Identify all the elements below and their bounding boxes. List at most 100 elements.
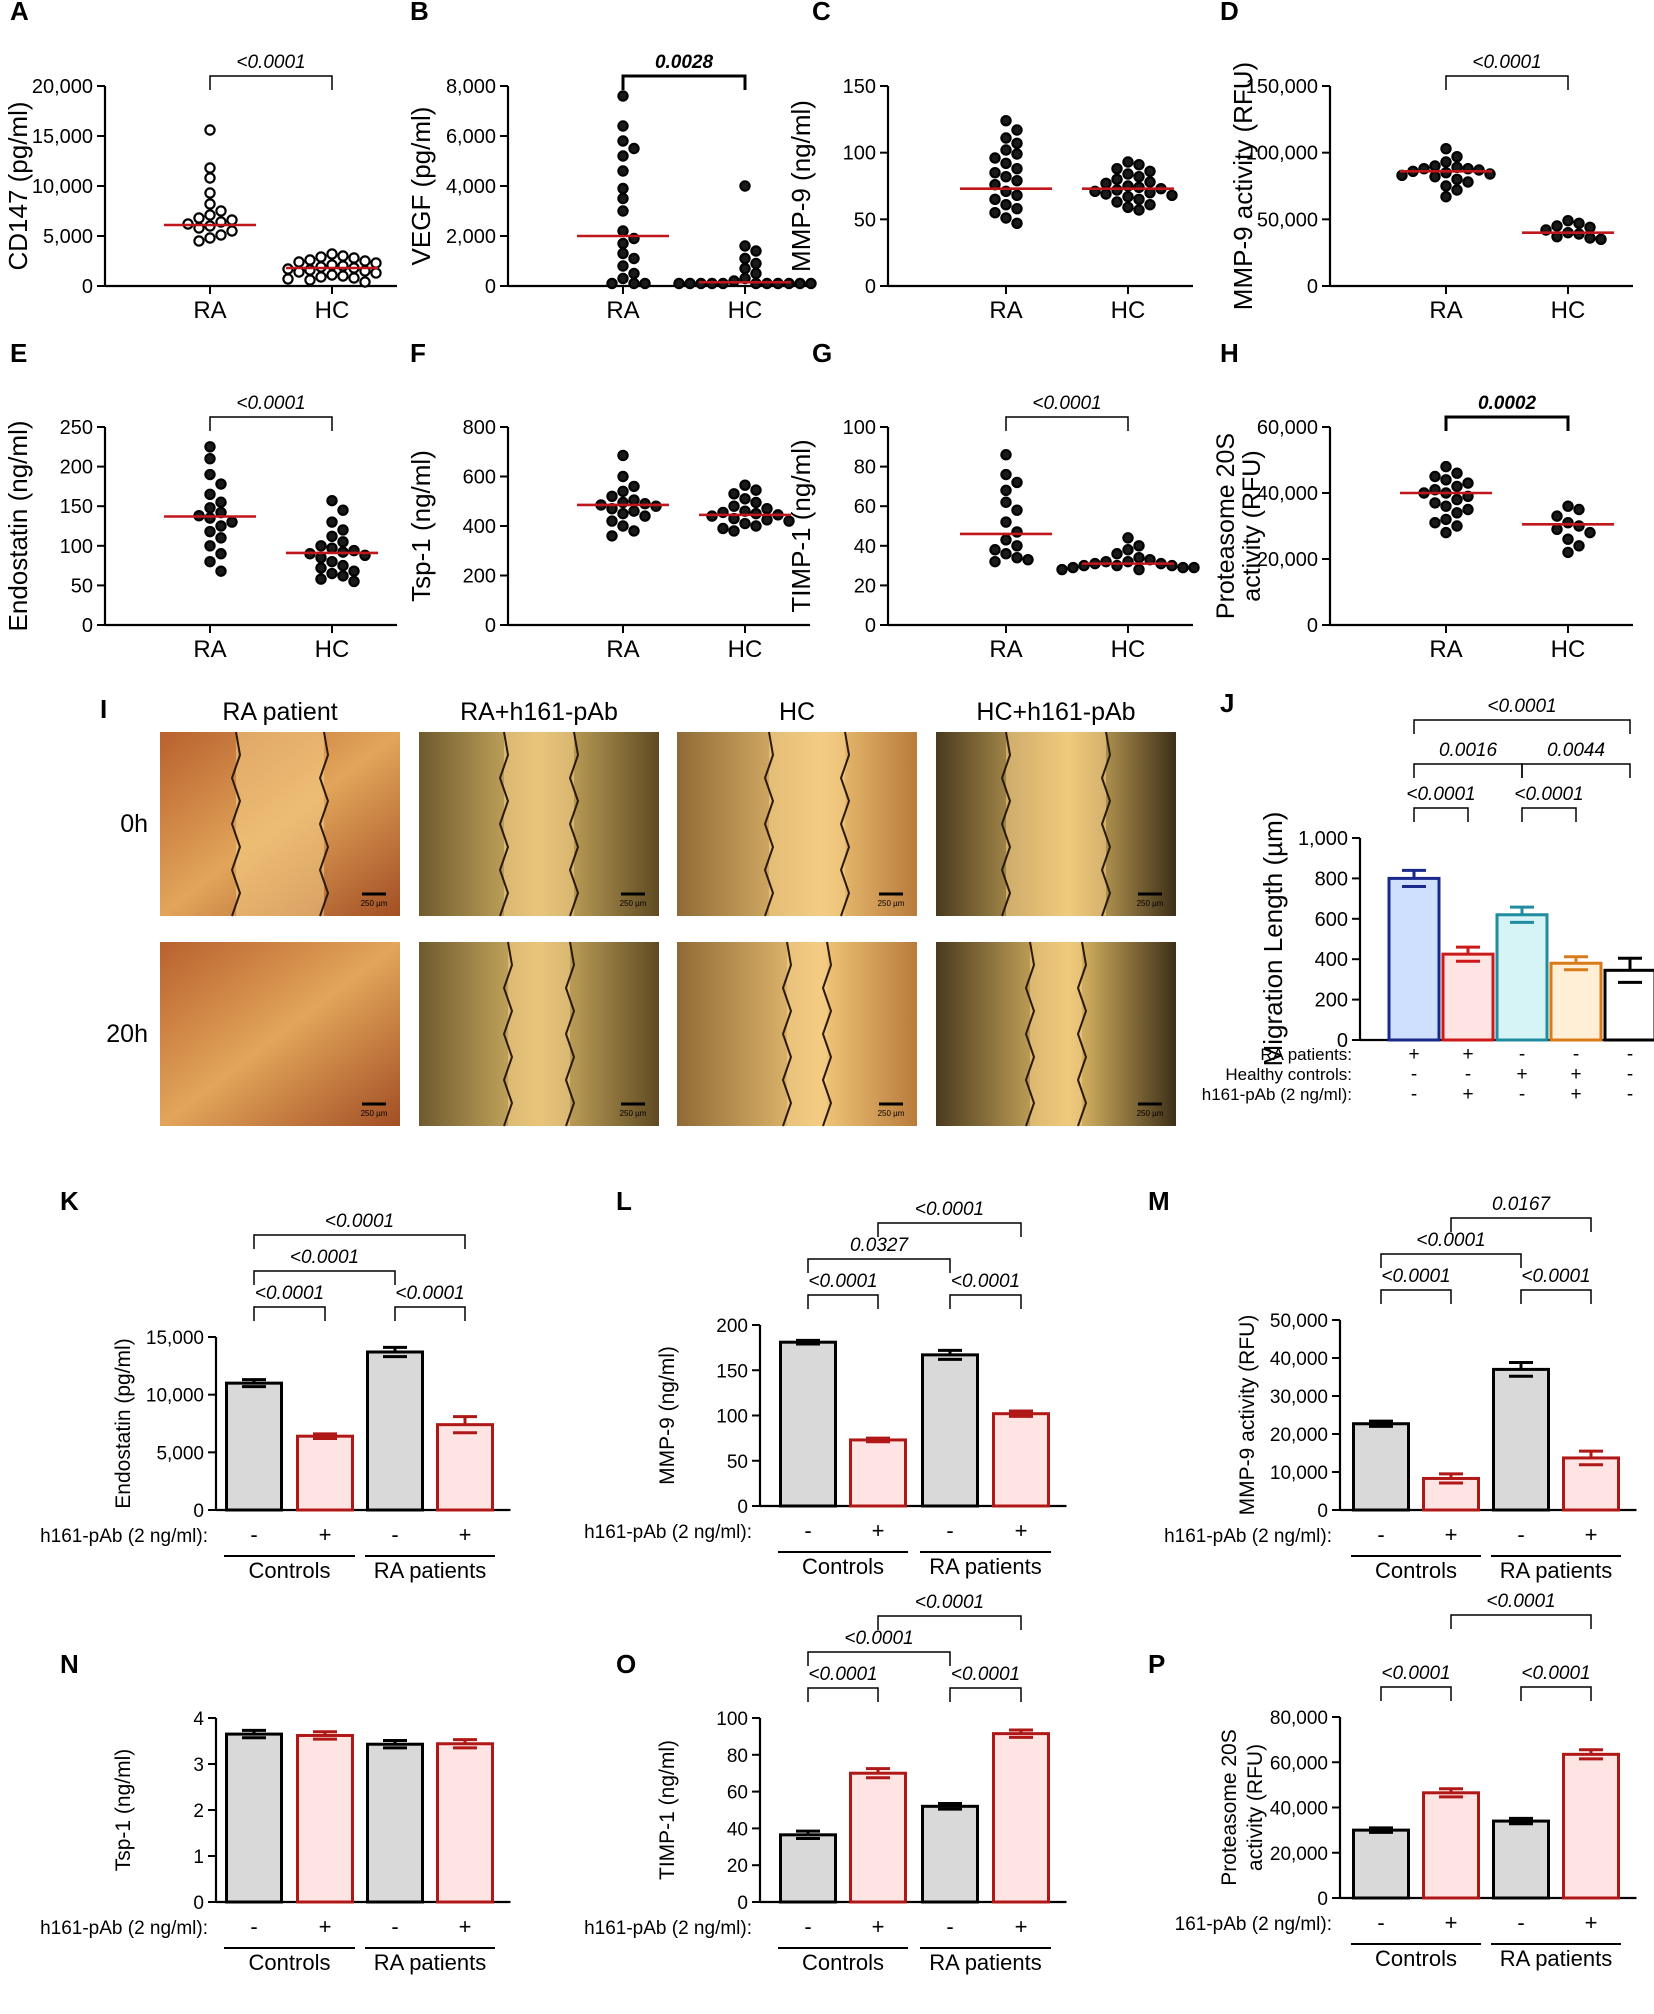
sign-mark: - xyxy=(1411,1084,1417,1105)
data-point xyxy=(1011,124,1023,136)
data-point xyxy=(989,152,1001,164)
sign-mark: - xyxy=(1377,1522,1384,1547)
data-point xyxy=(728,525,740,537)
data-point xyxy=(315,562,327,574)
y-axis-label: MMP-9 (ng/ml) xyxy=(656,1346,679,1485)
sign-mark: + xyxy=(1015,1518,1028,1543)
data-point xyxy=(617,470,629,483)
wound-gap xyxy=(1030,942,1082,1126)
data-point xyxy=(315,271,327,283)
data-point xyxy=(326,542,338,554)
data-point xyxy=(1133,551,1145,564)
data-point xyxy=(1573,520,1585,532)
panel-B: 0 2,000 4,000 6,000 8,000 VEGF (pg/ml) RA HC 0.0… xyxy=(406,52,817,324)
bar xyxy=(225,1732,283,1904)
wound-edge xyxy=(781,941,793,1127)
y-tick-label: 60 xyxy=(727,1783,748,1804)
data-point xyxy=(617,485,629,498)
y-tick-label: 80,000 xyxy=(1270,1708,1328,1729)
data-point xyxy=(1133,181,1145,194)
sign-mark: - xyxy=(1465,1064,1471,1085)
sign-mark: + xyxy=(319,1914,332,1939)
data-point xyxy=(326,494,338,507)
error-bar xyxy=(1509,1816,1533,1826)
sign-mark: - xyxy=(946,1914,953,1939)
sign-mark: - xyxy=(1519,1044,1525,1065)
data-point xyxy=(617,205,629,217)
data-point xyxy=(617,182,629,195)
significance-bracket xyxy=(209,416,333,431)
data-point xyxy=(1451,173,1463,186)
sign-mark: - xyxy=(391,1914,398,1939)
data-point xyxy=(1000,170,1012,183)
data-point xyxy=(750,245,762,257)
p-value-label: <0.0001 xyxy=(325,1211,394,1232)
data-point xyxy=(750,520,762,532)
significance-bracket xyxy=(877,1222,1022,1237)
y-tick-label: 100 xyxy=(843,417,876,439)
data-point xyxy=(739,517,751,530)
error-bar xyxy=(1369,1419,1393,1428)
p-value-label: <0.0001 xyxy=(915,1199,984,1220)
micrograph-image: 250 µm xyxy=(677,731,917,917)
panel-F: 0 200 400 600 800 Tsp-1 (ng/ml) RA HC xyxy=(406,417,810,663)
y-tick-label: 0 xyxy=(1317,1501,1328,1522)
data-point xyxy=(1000,114,1012,127)
data-point xyxy=(1462,176,1474,188)
data-point xyxy=(348,575,360,588)
data-point xyxy=(1188,561,1200,574)
data-point xyxy=(1000,548,1012,560)
panel-letter-B: B xyxy=(410,0,429,26)
data-point xyxy=(1429,470,1441,483)
group-label: Controls xyxy=(1375,1558,1457,1583)
p-value-label: <0.0001 xyxy=(1521,1663,1590,1684)
data-point xyxy=(739,180,751,192)
significance-bracket xyxy=(1413,719,1631,734)
data-point xyxy=(1462,503,1474,516)
sign-mark: + xyxy=(459,1522,472,1547)
significance-bracket xyxy=(253,1234,466,1249)
scale-bar-label: 250 µm xyxy=(620,1109,647,1118)
y-tick-label: 250 xyxy=(60,417,93,439)
y-tick-label: 10,000 xyxy=(32,176,93,198)
bar xyxy=(992,1412,1050,1508)
y-tick-label: 150 xyxy=(60,496,93,518)
y-tick-label: 0 xyxy=(1307,615,1318,637)
data-point xyxy=(1011,504,1023,516)
panel-letter-P: P xyxy=(1148,1649,1165,1679)
wound-edge xyxy=(1000,731,1012,917)
p-value-label: 0.0167 xyxy=(1492,1194,1552,1215)
p-value-label: <0.0001 xyxy=(1381,1266,1450,1287)
data-point xyxy=(337,524,349,536)
group-label: Controls xyxy=(1375,1946,1457,1971)
data-point xyxy=(1177,561,1189,574)
data-point xyxy=(1122,532,1134,544)
group-label: Controls xyxy=(802,1950,884,1975)
data-point xyxy=(628,494,640,506)
error-bar xyxy=(938,1802,962,1811)
y-tick-label: 150 xyxy=(843,76,876,98)
y-tick-label: 3 xyxy=(193,1755,204,1776)
data-point xyxy=(684,277,696,290)
y-tick-label: 600 xyxy=(463,467,496,489)
data-point xyxy=(617,150,629,162)
x-category-label: RA xyxy=(193,636,226,663)
error-bar xyxy=(242,1728,266,1740)
significance-bracket xyxy=(1380,1253,1522,1268)
panel-letter-F: F xyxy=(410,338,426,368)
y-axis-label: Proteasome 20S xyxy=(1218,1729,1241,1885)
p-value-label: 0.0327 xyxy=(850,1235,910,1256)
x-category-label: HC xyxy=(1551,297,1586,324)
sign-mark: - xyxy=(1517,1522,1524,1547)
bar xyxy=(1603,968,1654,1042)
wound-edge xyxy=(1024,941,1036,1127)
data-point xyxy=(1122,168,1134,180)
data-point xyxy=(326,516,338,528)
panel-letter-C: C xyxy=(812,0,831,26)
data-point xyxy=(1573,228,1585,240)
wound-gap xyxy=(504,732,574,916)
data-point xyxy=(750,257,762,270)
sign-mark: + xyxy=(1015,1914,1028,1939)
data-point xyxy=(1011,551,1023,564)
data-point xyxy=(370,257,382,269)
